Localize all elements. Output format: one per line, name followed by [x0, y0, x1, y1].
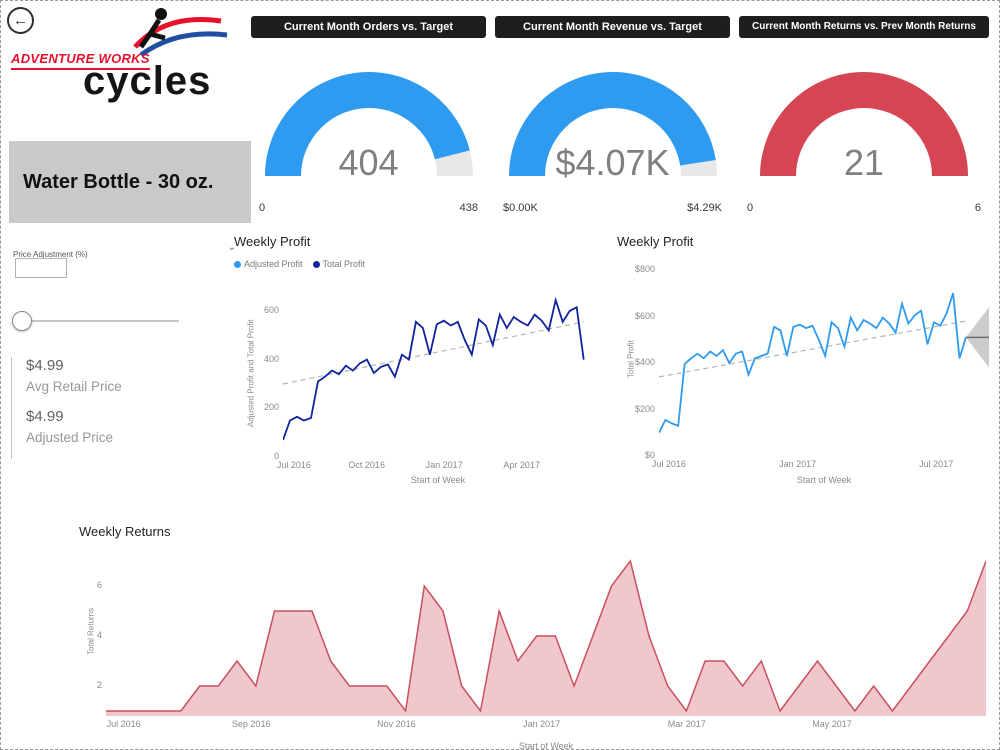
weekly-returns-x-axis-title: Start of Week: [518, 741, 574, 750]
returns-gauge-max: 6: [974, 202, 981, 214]
gauge-card-orders: Current Month Orders vs. Target 404 0 43…: [251, 16, 486, 222]
revenue-gauge-min: $0.00K: [503, 202, 538, 214]
legend-item-total-profit[interactable]: Total Profit: [312, 259, 366, 269]
product-title-card: Water Bottle - 30 oz.: [9, 141, 251, 223]
legend-label-adjusted-profit: Adjusted Profit: [244, 259, 303, 269]
total-profit-dot-icon: [312, 260, 320, 268]
weekly-profit-left-title: Weekly Profit: [234, 234, 311, 249]
weekly-profit-left-x-axis-title: Start of Week: [410, 475, 466, 485]
product-title: Water Bottle - 30 oz.: [23, 170, 214, 193]
price-metrics: $4.99 Avg Retail Price $4.99 Adjusted Pr…: [11, 357, 122, 459]
price-adjustment-input[interactable]: [15, 258, 67, 278]
weekly-profit-legend: Adjusted Profit Total Profit: [234, 259, 365, 269]
orders-gauge-value: 404: [338, 142, 399, 183]
weekly-returns-x-ticks: Jul 2016 Sep 2016 Nov 2016 Jan 2017 Mar 2017…: [106, 719, 852, 729]
weekly-profit-right-y-ticks: $0 $200 $400 $600 $800: [634, 264, 655, 460]
adjusted-profit-dot-icon: [234, 260, 241, 268]
cyclist-logo-icon: [133, 8, 228, 58]
logo: ADVENTURE WORKS cycles: [9, 3, 249, 115]
avg-retail-price-value: $4.99: [26, 357, 64, 374]
slider-handle[interactable]: [12, 311, 32, 331]
weekly-profit-right-title: Weekly Profit: [617, 234, 694, 249]
orders-gauge-max: 438: [459, 202, 478, 214]
adjusted-price-label: Adjusted Price: [26, 430, 114, 445]
gauge-title-orders: Current Month Orders vs. Target: [251, 16, 486, 38]
adjusted-price-value: $4.99: [26, 408, 64, 425]
weekly-profit-left-plot-area[interactable]: [282, 289, 593, 457]
weekly-profit-left-chart[interactable]: 0 200 400 600 Jul 2016 Oct 2016 Jan 2017 Apr 2…: [264, 289, 593, 470]
weekly-returns-title: Weekly Returns: [79, 524, 171, 539]
gauge-card-revenue: Current Month Revenue vs. Target $4.07K …: [495, 16, 730, 222]
back-icon: ←: [13, 12, 28, 29]
orders-gauge-visual[interactable]: [259, 64, 479, 194]
returns-gauge-visual[interactable]: [754, 64, 974, 194]
gauge-title-revenue: Current Month Revenue vs. Target: [495, 16, 730, 38]
legend-item-adjusted-profit[interactable]: Adjusted Profit: [234, 259, 303, 269]
revenue-gauge-value: $4.07K: [555, 142, 670, 183]
adjusted-price-card: $4.99 Adjusted Price: [26, 408, 122, 445]
orders-gauge-min: 0: [259, 202, 266, 214]
revenue-gauge-visual[interactable]: [503, 64, 723, 194]
chevron-down-icon[interactable]: ⌄: [227, 242, 236, 253]
brand-name-top: ADVENTURE WORKS: [11, 51, 150, 70]
weekly-returns-plot-area[interactable]: [106, 546, 987, 716]
weekly-profit-right-plot-area[interactable]: [658, 263, 989, 456]
revenue-gauge-max: $4.29K: [687, 202, 722, 214]
returns-gauge-min: 0: [747, 202, 754, 214]
brand-name-bottom: cycles: [83, 59, 212, 103]
weekly-profit-left-x-ticks: Jul 2016 Oct 2016 Jan 2017 Apr 2017: [276, 460, 540, 470]
weekly-profit-right-x-ticks: Jul 2016 Jan 2017 Jul 2017: [651, 459, 954, 469]
weekly-profit-right-x-axis-title: Start of Week: [796, 475, 852, 485]
weekly-profit-right-chart[interactable]: $0 $200 $400 $600 $800 Jul 2016 Jan 2017 Jul 2…: [635, 263, 989, 469]
price-adjustment-slicer: Price Adjustment (%) ⌄: [12, 242, 238, 336]
avg-retail-price-label: Avg Retail Price: [26, 379, 122, 394]
legend-label-total-profit: Total Profit: [322, 259, 366, 269]
avg-retail-price-card: $4.99 Avg Retail Price: [26, 357, 122, 394]
weekly-profit-left-y-ticks: 0 200 400 600: [263, 304, 279, 461]
gauge-title-returns: Current Month Returns vs. Prev Month Ret…: [739, 16, 989, 38]
returns-gauge-value: 21: [843, 142, 885, 183]
back-button[interactable]: ←: [7, 7, 34, 34]
slider-track[interactable]: [19, 320, 179, 322]
gauge-card-returns: Current Month Returns vs. Prev Month Ret…: [739, 16, 989, 222]
slicer-label: Price Adjustment (%): [13, 250, 88, 259]
